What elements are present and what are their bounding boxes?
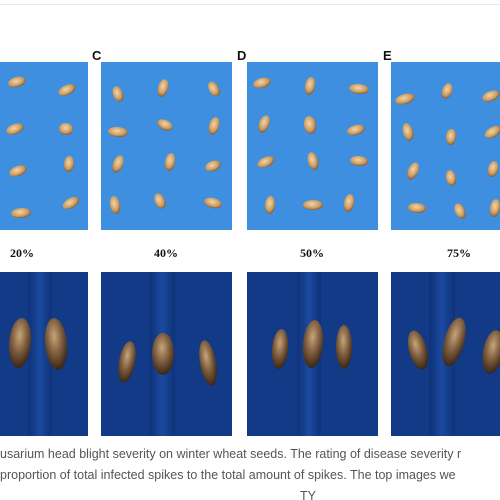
seed-plate-image-50: [247, 62, 378, 230]
seed-plate-50-graphic: [253, 77, 369, 214]
seed-closeup-image-40: [101, 272, 232, 436]
seed-closeup-image-75: [391, 272, 500, 436]
seed-closeup-20-graphic: [8, 272, 68, 436]
top-divider: [0, 4, 500, 5]
caption-line-2: proportion of total infected spikes to t…: [0, 468, 456, 482]
severity-label-20: 20%: [10, 246, 34, 260]
figure-caption: usarium head blight severity on winter w…: [0, 444, 500, 500]
seed-plate-image-40: [101, 62, 232, 230]
severity-label-50: 50%: [300, 246, 324, 260]
seed-closeup-75-graphic: [407, 272, 500, 436]
seed-plate-20-graphic: [6, 76, 80, 219]
panel-label-d: D: [237, 48, 247, 63]
severity-label-75: 75%: [447, 246, 471, 260]
seed-closeup-40-graphic: [118, 272, 217, 436]
seed-plate-40-graphic: [108, 79, 222, 214]
seed-closeup-50-graphic: [271, 272, 352, 436]
panel-label-e: E: [383, 48, 392, 63]
seed-closeup-image-20: [0, 272, 88, 436]
seed-plate-image-20: [0, 62, 88, 230]
seed-plate-image-75: [391, 62, 500, 230]
severity-label-40: 40%: [154, 246, 178, 260]
caption-line-3: TY: [300, 489, 316, 500]
panel-label-c: C: [92, 48, 102, 63]
seed-plate-75-graphic: [395, 83, 500, 219]
caption-line-1: usarium head blight severity on winter w…: [0, 447, 462, 461]
seed-closeup-image-50: [247, 272, 378, 436]
